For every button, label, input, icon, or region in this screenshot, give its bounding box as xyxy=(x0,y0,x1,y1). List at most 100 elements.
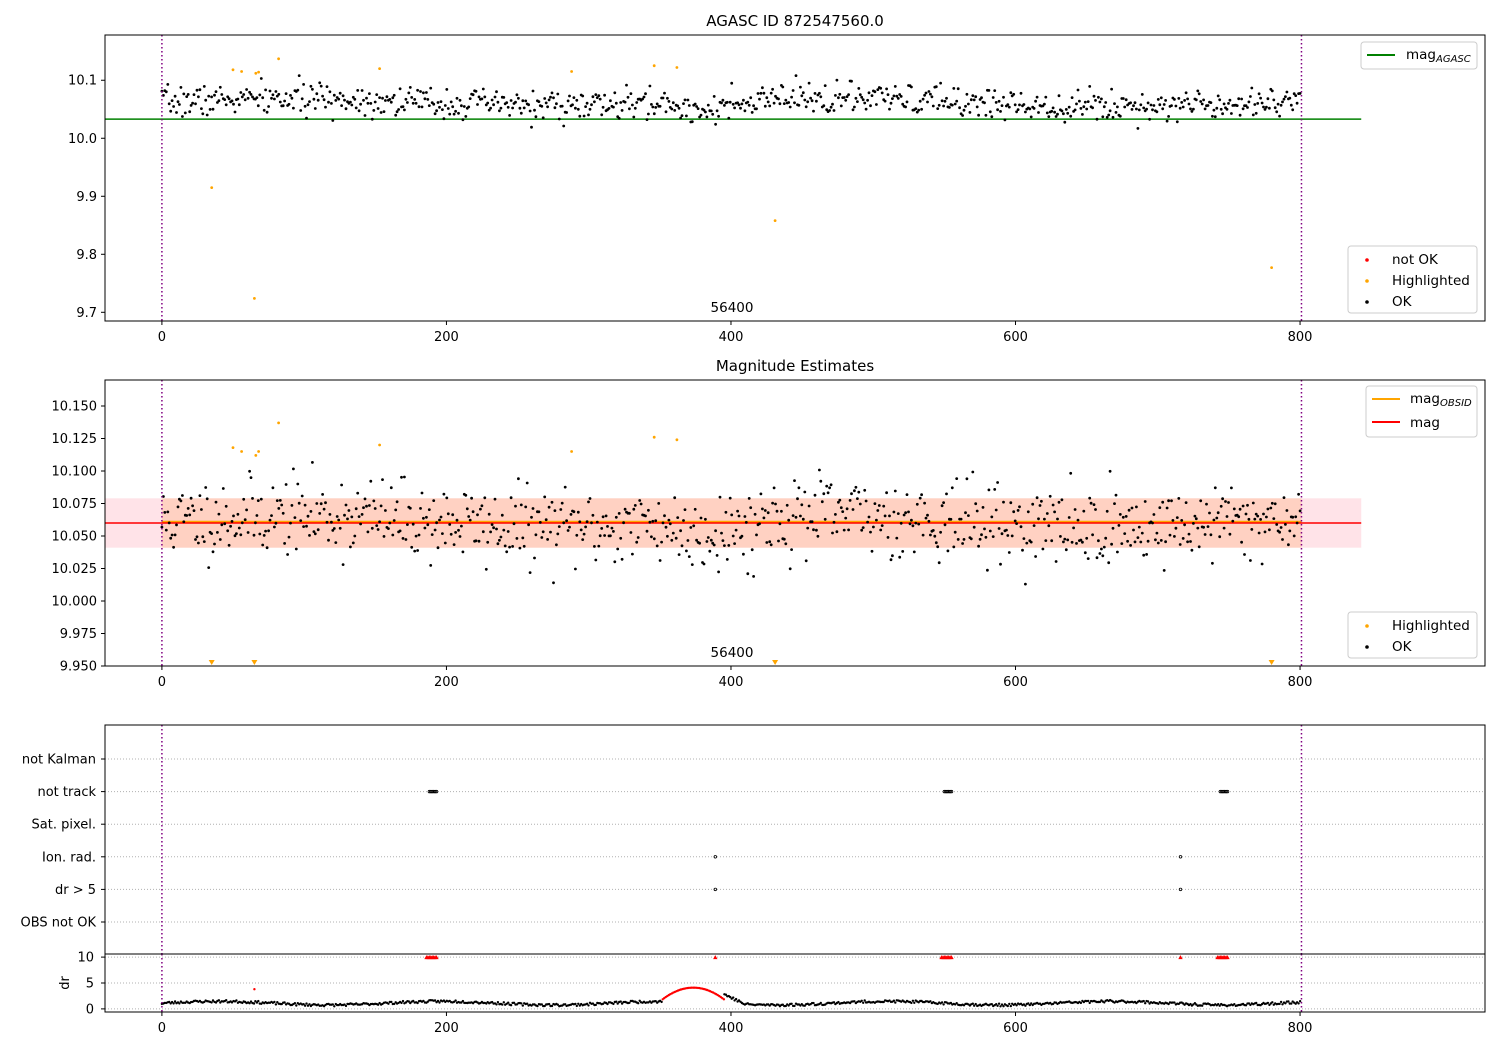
magnitude-ok-point xyxy=(587,500,590,504)
magnitude-ok-point xyxy=(305,524,308,528)
magnitude-ok-point xyxy=(1190,548,1194,552)
magnitude-ok-point xyxy=(692,524,696,528)
agasc-ok-point xyxy=(452,112,456,116)
magnitude-ok-point xyxy=(221,487,225,490)
agasc-ok-point xyxy=(1177,97,1181,100)
agasc-ok-point xyxy=(338,91,342,95)
agasc-ok-point xyxy=(801,91,805,95)
agasc-ok-point xyxy=(772,101,776,105)
agasc-ok-point xyxy=(750,111,754,114)
magnitude-ok-point xyxy=(486,540,490,544)
magnitude-ok-point xyxy=(742,552,745,556)
agasc-ok-point xyxy=(305,116,308,120)
dr-ok-point xyxy=(426,1000,429,1003)
magnitude-ok-point xyxy=(1085,536,1089,540)
agasc-ok-point xyxy=(988,110,992,114)
magnitude-ok-point xyxy=(506,530,510,533)
magnitude-ok-point xyxy=(1100,547,1103,551)
magnitude-ok-point xyxy=(613,560,617,564)
legend-marker-highlighted xyxy=(1365,279,1369,283)
magnitude-panel-point-legend: Highlighted OK xyxy=(1347,611,1478,659)
magnitude-ok-point xyxy=(1238,507,1242,511)
magnitude-y-tick-label: 10.100 xyxy=(52,465,98,480)
magnitude-ok-point xyxy=(579,528,583,532)
magnitude-ok-point xyxy=(1273,502,1277,506)
agasc-ok-point xyxy=(319,84,323,88)
magnitude-ok-point xyxy=(663,514,666,518)
agasc-ok-point xyxy=(864,107,868,111)
magnitude-ok-point xyxy=(346,517,349,521)
magnitude-ok-point xyxy=(240,521,244,525)
agasc-ok-point xyxy=(443,104,447,107)
magnitude-ok-point xyxy=(325,520,329,524)
magnitude-ok-point xyxy=(609,534,612,538)
agasc-ok-point xyxy=(213,93,216,97)
magnitude-ok-point xyxy=(296,482,300,486)
agasc-ok-point xyxy=(791,89,795,92)
magnitude-ok-point xyxy=(718,495,722,499)
agasc-ok-point xyxy=(186,93,190,96)
magnitude-ok-point xyxy=(166,510,170,514)
agasc-ok-point xyxy=(164,90,168,94)
agasc-ok-point xyxy=(743,109,747,113)
magnitude-ok-point xyxy=(997,527,1001,530)
magnitude-ok-point xyxy=(357,515,361,518)
magnitude-ok-point xyxy=(1278,530,1281,534)
magnitude-ok-point xyxy=(639,502,643,506)
agasc-ok-point xyxy=(515,93,519,97)
agasc-ok-point xyxy=(1189,107,1192,111)
agasc-ok-point xyxy=(432,102,436,106)
agasc-ok-point xyxy=(1246,106,1249,109)
agasc-ok-point xyxy=(876,88,880,91)
agasc-ok-point xyxy=(910,85,913,89)
agasc-ok-point xyxy=(1203,107,1207,111)
agasc-ok-point xyxy=(406,101,409,104)
agasc-ok-point xyxy=(227,97,231,101)
magnitude-ok-point xyxy=(825,484,829,488)
agasc-ok-point xyxy=(794,74,798,77)
flag-point xyxy=(713,855,717,859)
magnitude-ok-point xyxy=(1222,526,1226,530)
magnitude-ok-point xyxy=(705,540,709,543)
agasc-highlighted-point xyxy=(257,70,260,74)
dr-ok-point xyxy=(974,1002,977,1006)
magnitude-ok-point xyxy=(671,531,675,535)
magnitude-ok-point xyxy=(769,543,773,547)
agasc-ok-point xyxy=(502,96,506,99)
agasc-ok-point xyxy=(496,100,500,104)
agasc-ok-point xyxy=(822,104,826,108)
agasc-ok-point xyxy=(435,109,438,113)
dr-ok-point xyxy=(577,1002,580,1005)
magnitude-ok-point xyxy=(1059,535,1062,538)
magnitude-ok-point xyxy=(1183,523,1186,527)
magnitude-ok-point xyxy=(714,529,717,533)
magnitude-ok-point xyxy=(331,529,335,532)
agasc-ok-point xyxy=(1104,101,1108,104)
agasc-ok-point xyxy=(550,91,554,95)
magnitude-ok-point xyxy=(1069,471,1073,475)
magnitude-ok-point xyxy=(683,508,687,511)
magnitude-ok-point xyxy=(988,529,992,533)
agasc-ok-point xyxy=(1136,126,1140,130)
agasc-ok-point xyxy=(381,96,384,100)
agasc-ok-point xyxy=(344,107,348,111)
magnitude-ok-point xyxy=(658,559,662,562)
magnitude-ok-point xyxy=(1076,518,1080,522)
agasc-ok-point xyxy=(965,92,969,96)
agasc-ok-point xyxy=(1206,104,1210,107)
magnitude-ok-point xyxy=(750,548,754,552)
agasc-ok-point xyxy=(857,87,861,90)
agasc-ok-point xyxy=(373,100,377,104)
dr-ok-point xyxy=(564,1003,567,1006)
agasc-ok-point xyxy=(442,117,446,121)
agasc-ok-point xyxy=(800,94,804,98)
agasc-ok-point xyxy=(731,102,735,106)
magnitude-ok-point xyxy=(1158,506,1162,510)
dr-not-ok-point xyxy=(253,988,256,991)
agasc-panel-frame xyxy=(104,34,1486,322)
dr-ok-point xyxy=(837,1000,840,1004)
magnitude-ok-point xyxy=(733,542,736,545)
magnitude-ok-point xyxy=(899,521,903,525)
agasc-ok-point xyxy=(296,88,300,92)
magnitude-ok-point xyxy=(1005,528,1008,532)
